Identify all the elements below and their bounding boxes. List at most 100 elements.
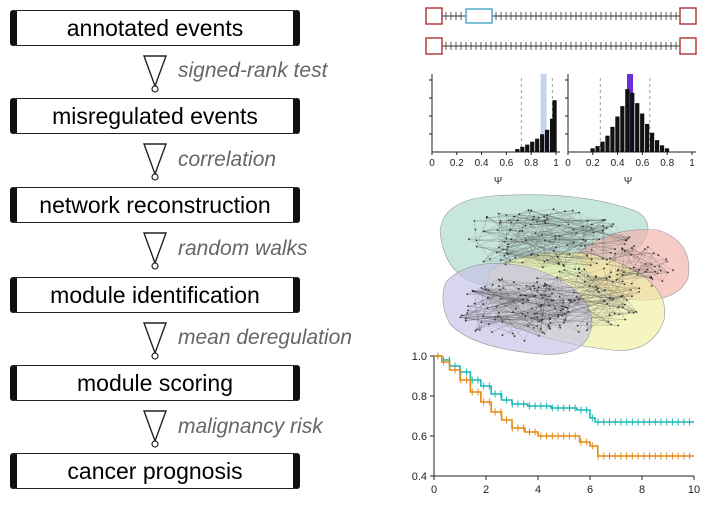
network-node	[501, 334, 504, 336]
network-node	[467, 309, 469, 312]
histogram-tick-label: 1	[553, 158, 559, 169]
network-edge	[494, 319, 529, 327]
network-node	[479, 329, 481, 331]
network-node	[608, 275, 611, 278]
network-edge	[630, 268, 653, 280]
network-edge	[486, 216, 564, 266]
network-edge	[474, 288, 519, 304]
network-node	[545, 284, 548, 286]
network-edge	[618, 248, 623, 270]
network-edge	[531, 308, 579, 333]
network-edge	[542, 326, 550, 333]
network-node	[521, 229, 524, 232]
network-node	[526, 299, 529, 301]
network-node	[471, 289, 474, 292]
flow-arrow-icon	[142, 322, 168, 360]
network-node	[499, 259, 502, 262]
histogram-tick-label: 0.6	[635, 158, 649, 169]
network-node	[473, 302, 476, 305]
network-node	[570, 300, 572, 303]
network-node	[583, 281, 586, 283]
network-edge	[481, 287, 535, 314]
network-edge	[508, 232, 577, 245]
network-edge	[468, 225, 526, 240]
network-edge	[502, 309, 564, 336]
network-edge	[616, 261, 668, 281]
histogram-tick-label: 0.4	[475, 158, 489, 169]
network-node	[625, 299, 628, 301]
network-edge	[483, 220, 545, 232]
network-node	[503, 254, 506, 257]
histogram-bar	[545, 129, 550, 152]
histogram-tick-label: 0.4	[611, 158, 625, 169]
network-edge	[604, 219, 612, 227]
network-edge	[614, 249, 623, 254]
network-edge	[537, 278, 560, 326]
network-node	[549, 327, 551, 330]
network-node	[547, 295, 550, 298]
transition-label-signed-rank-test: signed-rank test	[178, 59, 328, 82]
network-edge	[527, 284, 547, 327]
network-edge	[588, 275, 623, 282]
network-edge	[472, 287, 504, 291]
network-node	[464, 319, 467, 322]
network-edge	[645, 271, 669, 273]
network-edge	[607, 303, 615, 314]
network-node	[459, 316, 462, 319]
exon-left	[425, 37, 443, 55]
network-edge	[481, 322, 543, 333]
network-node	[536, 281, 538, 284]
network-edge	[500, 260, 523, 263]
network-edge	[526, 219, 548, 241]
network-node	[590, 227, 593, 229]
network-node	[510, 238, 513, 241]
network-node	[527, 325, 529, 328]
network-node	[623, 303, 626, 306]
network-edge	[549, 317, 566, 321]
transition-label-mean-deregulation: mean deregulation	[178, 326, 352, 349]
network-node	[484, 285, 486, 288]
network-node	[558, 270, 561, 273]
network-edge	[519, 214, 560, 237]
network-edge	[551, 293, 564, 301]
network-node	[658, 265, 661, 268]
network-edge	[618, 264, 652, 270]
exon-left	[425, 7, 443, 25]
network-node	[540, 304, 543, 307]
network-node	[631, 295, 633, 297]
network-edge	[498, 225, 560, 248]
network-edge	[481, 287, 543, 333]
network-edge	[539, 289, 554, 322]
network-node	[550, 299, 553, 302]
network-node	[591, 223, 593, 226]
network-edge	[461, 315, 482, 323]
network-node	[507, 243, 509, 246]
psi-histograms: 0 0.2 0.4 0.6 0.8 1 Ψ 0 0.2 0.4 0.6 0.8 1 Ψ	[429, 74, 696, 187]
network-edge	[526, 285, 560, 326]
network-edge	[526, 230, 603, 241]
network-edge	[598, 288, 637, 313]
histogram-bar	[610, 126, 615, 152]
network-node	[524, 315, 527, 318]
network-edge	[551, 300, 559, 316]
network-node	[610, 323, 613, 326]
network-edge	[540, 294, 623, 308]
network-node	[638, 268, 640, 271]
network-node	[536, 254, 539, 256]
network-edge	[563, 232, 594, 266]
network-edge	[525, 240, 543, 268]
network-node	[541, 296, 544, 299]
flow-arrow-icon	[142, 55, 168, 93]
network-edge	[544, 283, 620, 315]
network-node	[563, 269, 566, 271]
network-edge	[540, 284, 547, 330]
network-edge	[537, 221, 568, 246]
network-node	[496, 229, 499, 232]
network-edge	[497, 230, 577, 234]
network-node	[562, 299, 565, 302]
network-edge	[468, 239, 627, 241]
network-edge	[622, 271, 656, 276]
network-edge	[481, 287, 559, 316]
network-node	[629, 289, 632, 291]
network-node	[653, 265, 656, 268]
